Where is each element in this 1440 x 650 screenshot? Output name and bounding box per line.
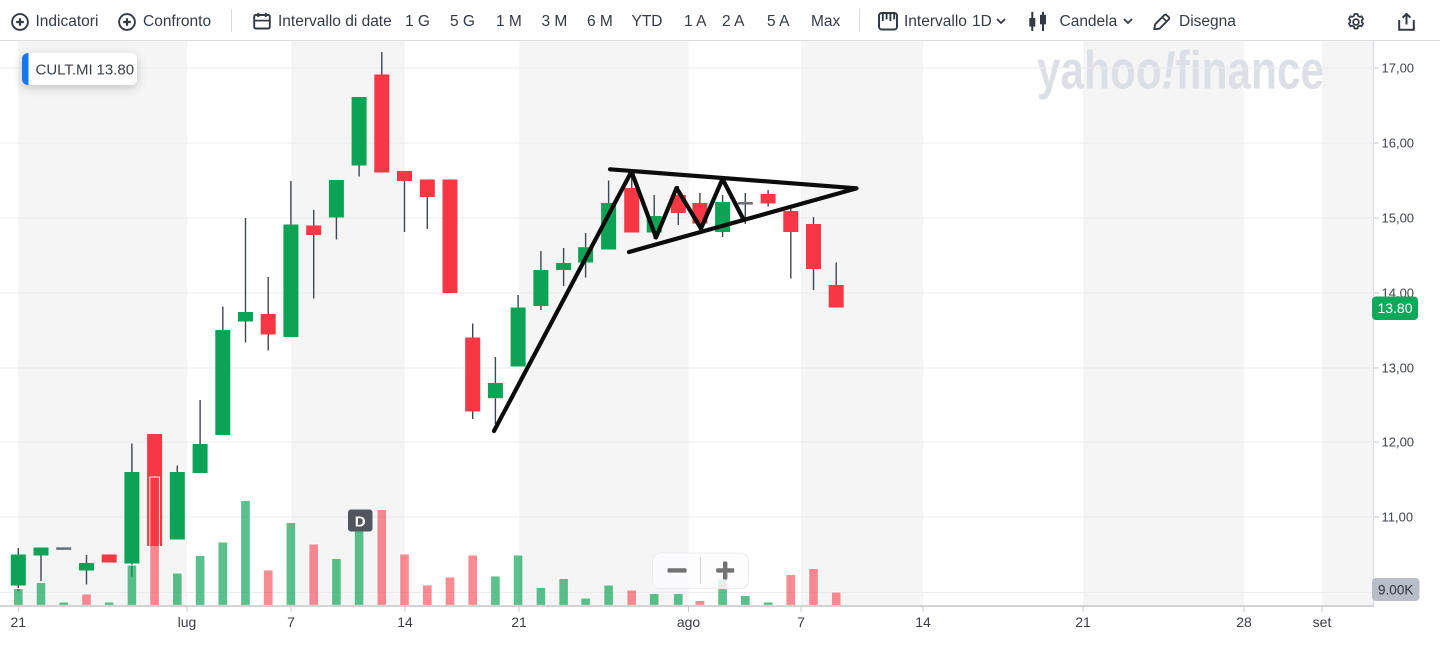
svg-text:9.00K: 9.00K [1378,583,1413,598]
svg-text:13.80: 13.80 [97,62,135,79]
svg-text:14: 14 [915,614,931,630]
svg-text:12,00: 12,00 [1382,435,1415,450]
svg-text:lug: lug [178,614,197,630]
svg-text:28: 28 [1236,614,1252,630]
svg-text:15,00: 15,00 [1382,211,1415,226]
svg-text:ago: ago [677,614,701,630]
svg-text:set: set [1313,614,1332,630]
svg-text:14: 14 [397,614,413,630]
svg-text:21: 21 [11,614,27,630]
svg-text:21: 21 [1075,614,1091,630]
svg-text:13,00: 13,00 [1382,361,1415,376]
svg-text:yahoo!finance: yahoo!finance [1037,41,1324,101]
svg-text:7: 7 [287,614,295,630]
svg-text:11,00: 11,00 [1382,510,1414,525]
svg-text:CULT.MI: CULT.MI [36,62,93,79]
svg-text:D: D [355,514,366,531]
svg-text:16,00: 16,00 [1382,136,1415,151]
svg-text:13.80: 13.80 [1377,300,1412,316]
svg-text:17,00: 17,00 [1382,61,1415,76]
svg-text:21: 21 [511,614,527,630]
svg-text:7: 7 [797,614,805,630]
